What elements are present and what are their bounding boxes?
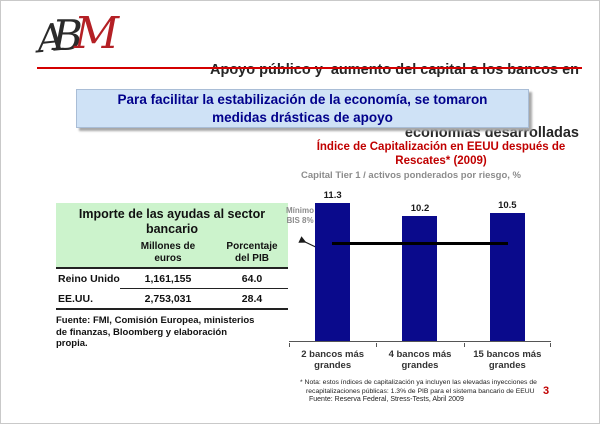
column-header-pib: Porcentaje del PIB <box>216 241 288 264</box>
category-label: 4 bancos más grandes <box>388 349 452 371</box>
column-header-text: del PIB <box>235 252 269 264</box>
aid-table: Importe de las ayudas al sector bancario… <box>56 203 288 350</box>
bar-cell: 10.2 <box>376 203 463 341</box>
category-label: 2 bancos más grandes <box>301 349 365 371</box>
bar <box>402 216 438 341</box>
category-labels: 2 bancos más grandes 4 bancos más grandes… <box>289 349 551 371</box>
bar <box>489 212 525 341</box>
row-label: Reino Unido <box>58 273 120 285</box>
slide-title: Apoyo público y aumento del capital a lo… <box>119 18 579 186</box>
aid-table-header-area: Importe de las ayudas al sector bancario… <box>56 203 288 269</box>
chart-subtitle: Capital Tier 1 / activos ponderados por … <box>301 170 521 181</box>
category-label: 15 bancos más grandes <box>473 349 542 371</box>
aid-table-title-line-2: bancario <box>145 222 199 236</box>
aid-table-column-headers: Millones de euros Porcentaje del PIB <box>56 241 288 264</box>
chart-title-line-1: Índice de Capitalización en EEUU después… <box>316 141 566 153</box>
axis-tick <box>550 343 551 347</box>
bar-plot: Mínimo BIS 8% 11.3 10.2 10.5 <box>286 190 551 342</box>
column-header-text: euros <box>154 252 182 264</box>
aid-table-title-line-1: Importe de las ayudas al sector <box>78 207 266 221</box>
footnote-line: recapitalizaciones públicas: 1.3% de PIB… <box>306 387 535 395</box>
key-message-box: Para facilitar la estabilización de la e… <box>76 89 529 128</box>
source-line: propia. <box>56 338 88 349</box>
row-divider <box>120 288 288 289</box>
key-message-line-1: Para facilitar la estabilización de la e… <box>117 92 488 107</box>
bis-minimum-label-line-2: BIS 8% <box>286 215 314 225</box>
bis-minimum-label-line-1: Mínimo <box>286 206 314 215</box>
bar-cell: 11.3 <box>289 190 376 341</box>
column-header-text: Porcentaje <box>226 241 278 252</box>
cell-millones: 1,161,155 <box>144 273 192 285</box>
cell-pib: 64.0 <box>241 273 263 285</box>
table-row: EE.UU. 2,753,031 28.4 <box>56 289 288 308</box>
logo-letter-m: M <box>74 8 120 59</box>
chart-footnote: * Nota: estos índices de capitalización … <box>300 379 537 396</box>
logo-letter-b: B <box>52 11 83 60</box>
aid-table-source: Fuente: FMI, Comisión Europea, ministeri… <box>56 310 288 350</box>
bis-minimum-label: Mínimo BIS 8% <box>281 206 319 225</box>
bis-minimum-line <box>332 241 508 245</box>
aid-table-corner-cell <box>56 241 120 264</box>
aid-table-title: Importe de las ayudas al sector bancario <box>56 207 288 237</box>
bar-cell: 10.5 <box>464 200 551 341</box>
bar <box>315 203 351 341</box>
bar-value-label: 11.3 <box>323 190 342 201</box>
column-header-text: Millones de <box>140 241 196 252</box>
axis-tick <box>463 343 465 347</box>
cell-millones: 2,753,031 <box>144 293 192 305</box>
axis-tick <box>289 343 290 347</box>
source-line: de finanzas, Bloomberg y elaboración <box>56 326 228 338</box>
chart-source: Fuente: Reserva Federal, Stress-Tests, A… <box>309 396 464 403</box>
axis-tick <box>376 343 378 347</box>
bar-value-label: 10.2 <box>410 203 430 215</box>
abm-logo: A B M <box>35 7 123 65</box>
table-row: Reino Unido 1,161,155 64.0 <box>56 269 288 288</box>
footnote-line: * Nota: estos índices de capitalización … <box>300 379 537 386</box>
cell-pib: 28.4 <box>241 293 263 305</box>
key-message-line-2: medidas drásticas de apoyo <box>212 110 393 125</box>
slide-title-line-1: Apoyo público y aumento del capital a lo… <box>209 62 579 78</box>
header-divider <box>37 67 582 69</box>
column-header-millones: Millones de euros <box>120 241 216 264</box>
page-number: 3 <box>543 385 550 397</box>
row-label: EE.UU. <box>58 293 94 305</box>
bar-value-label: 10.5 <box>498 199 517 211</box>
chart-title-line-2: Rescates* (2009) <box>395 154 487 167</box>
chart-title: Índice de Capitalización en EEUU después… <box>291 141 591 168</box>
table-bottom-rule <box>56 308 288 310</box>
source-line: Fuente: FMI, Comisión Europea, ministeri… <box>56 315 255 326</box>
slide-title-line-2: economías desarrolladas <box>404 125 579 141</box>
x-axis <box>289 343 551 347</box>
